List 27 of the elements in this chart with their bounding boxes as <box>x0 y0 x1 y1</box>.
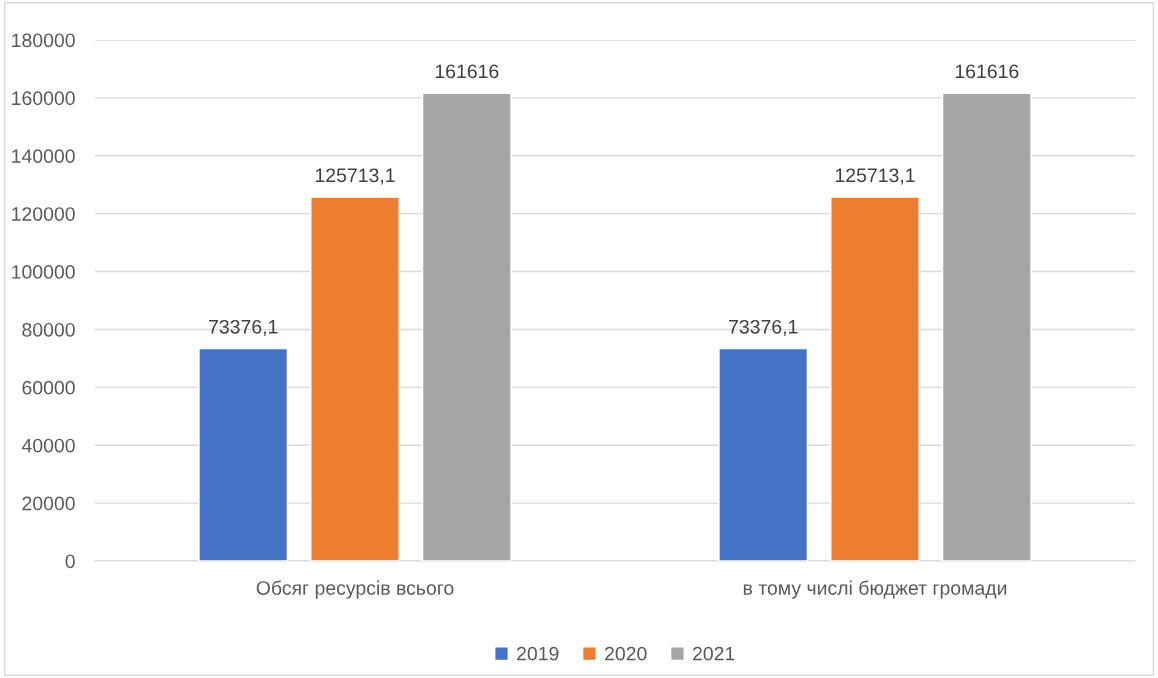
bar <box>830 196 920 561</box>
x-tick-label: в тому числі бюджет громади <box>743 580 1007 599</box>
data-label: 73376,1 <box>729 319 798 336</box>
y-tick-label: 80000 <box>22 322 75 337</box>
y-tick-label: 180000 <box>12 33 75 48</box>
x-tick-label: Обсяг ресурсів всього <box>256 580 454 599</box>
y-tick-label: 60000 <box>22 380 75 395</box>
data-label: 125713,1 <box>835 168 915 185</box>
y-tick-label: 100000 <box>12 265 75 279</box>
bar <box>941 92 1032 561</box>
legend-label: 2021 <box>693 646 735 661</box>
bar <box>310 196 400 561</box>
y-tick-label: 140000 <box>12 149 75 164</box>
bar <box>421 92 512 561</box>
y-tick-label: 20000 <box>22 496 75 511</box>
legend-label: 2019 <box>517 646 559 661</box>
y-tick-label: 120000 <box>12 207 75 221</box>
bar <box>198 347 289 561</box>
data-label: 125713,1 <box>315 168 395 185</box>
data-label: 161616 <box>435 64 499 79</box>
data-label: 73376,1 <box>209 319 278 336</box>
legend-label: 2020 <box>605 646 647 661</box>
y-tick-label: 0 <box>65 554 75 569</box>
data-label: 161616 <box>955 64 1019 79</box>
y-tick-label: 40000 <box>21 438 75 453</box>
bar <box>718 347 809 561</box>
y-tick-label: 160000 <box>12 91 75 106</box>
